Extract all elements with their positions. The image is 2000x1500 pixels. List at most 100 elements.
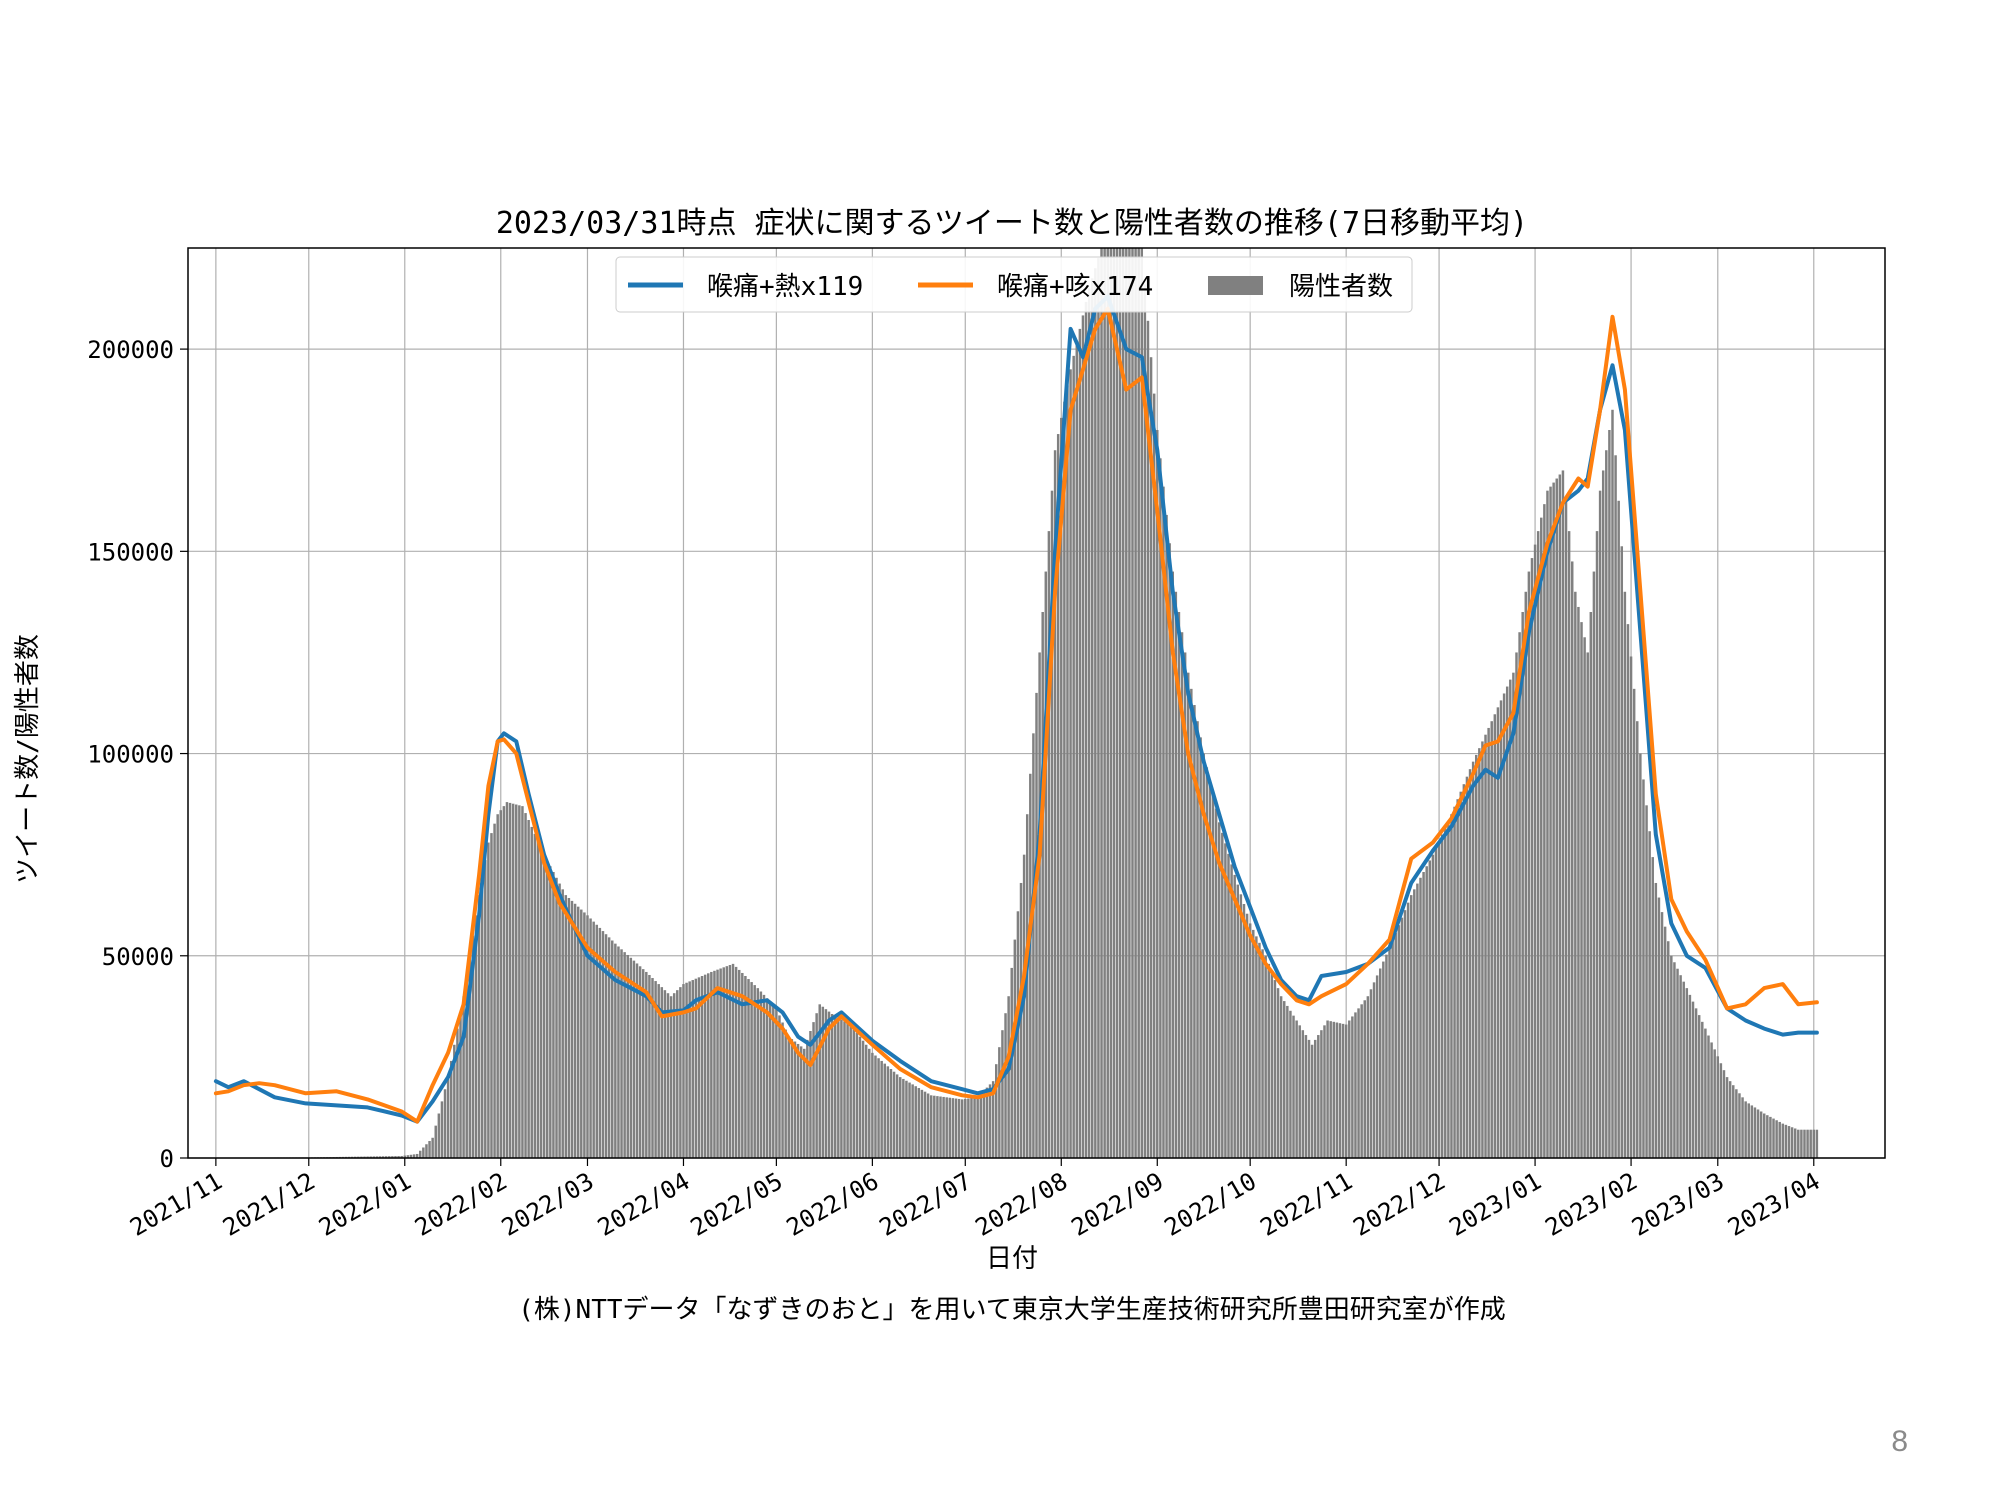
positive-cases-bar [1378, 968, 1382, 1158]
positive-cases-bar [951, 1098, 955, 1158]
positive-cases-bar [1747, 1103, 1750, 1158]
positive-cases-bar [592, 921, 595, 1158]
positive-cases-bar [936, 1096, 939, 1158]
x-tick-label: 2022/12 [1348, 1167, 1450, 1242]
positive-cases-bar [1787, 1126, 1791, 1158]
positive-cases-bar [1301, 1030, 1305, 1158]
positive-cases-bar [1112, 248, 1116, 1158]
positive-cases-bar [793, 1041, 797, 1158]
legend-box [615, 256, 1413, 313]
positive-cases-bar [790, 1039, 794, 1158]
x-tick-label: 2022/05 [686, 1167, 788, 1242]
positive-cases-bar [756, 988, 760, 1158]
positive-cases-bar [1159, 458, 1162, 1158]
x-tick-label: 2021/11 [125, 1167, 227, 1242]
positive-cases-bar [484, 860, 487, 1158]
positive-cases-bar [558, 883, 561, 1158]
positive-cases-bar [626, 954, 629, 1158]
positive-cases-bar [775, 1008, 778, 1158]
x-axis-ticks: 2021/112021/122022/012022/022022/032022/… [125, 1158, 1825, 1242]
positive-cases-bar [1360, 1004, 1363, 1158]
positive-cases-bar [691, 980, 695, 1158]
positive-cases-bar [391, 1156, 394, 1158]
positive-cases-bar [388, 1156, 391, 1158]
legend-label-series-2: 喉痛+咳x174 [997, 272, 1153, 302]
positive-cases-bar [1313, 1039, 1317, 1158]
positive-cases-bar [796, 1043, 800, 1158]
positive-cases-bar [1468, 769, 1472, 1158]
positive-cases-bar [660, 987, 664, 1158]
positive-cases-bar [663, 990, 667, 1158]
positive-cases-bar [545, 860, 549, 1158]
positive-cases-bar [1629, 656, 1633, 1158]
positive-cases-bar [1341, 1023, 1345, 1158]
positive-cases-bar [1357, 1008, 1360, 1158]
positive-cases-bar [827, 1011, 831, 1158]
positive-cases-bar [1735, 1089, 1738, 1158]
positive-cases-bar [1493, 714, 1497, 1158]
positive-cases-bar [1032, 733, 1035, 1158]
positive-cases-bar [1286, 1005, 1289, 1158]
positive-cases-bar [1335, 1022, 1339, 1158]
positive-cases-bar [1474, 754, 1478, 1158]
positive-cases-bar [1044, 571, 1048, 1158]
positive-cases-bar [1310, 1044, 1314, 1158]
grid-lines [188, 248, 1885, 1159]
positive-cases-bar [945, 1097, 948, 1158]
positive-cases-bar [1072, 355, 1075, 1159]
positive-cases-bar [583, 912, 586, 1158]
positive-cases-bar [803, 1048, 806, 1158]
positive-cases-bar [1574, 591, 1577, 1158]
positive-cases-bar [651, 978, 654, 1158]
positive-cases-bar [1292, 1015, 1295, 1158]
positive-cases-bar [1778, 1121, 1781, 1158]
positive-cases-bar [1710, 1042, 1713, 1158]
positive-cases-bar [378, 1156, 382, 1158]
positive-cases-bar [768, 1001, 772, 1158]
positive-cases-bar [812, 1022, 815, 1158]
x-tick-label: 2023/02 [1540, 1167, 1642, 1242]
positive-cases-bar [1375, 975, 1379, 1158]
positive-cases-bar [1177, 612, 1181, 1158]
positive-cases-bar [406, 1155, 410, 1158]
x-tick-label: 2022/02 [410, 1167, 512, 1242]
positive-cases-bar [645, 971, 648, 1158]
y-tick-label: 200000 [87, 336, 174, 364]
positive-cases-bar [772, 1004, 775, 1158]
positive-cases-bar [1567, 531, 1571, 1158]
positive-cases-bar [480, 877, 484, 1158]
positive-cases-bar [874, 1055, 877, 1158]
x-tick-label: 2023/03 [1627, 1167, 1729, 1242]
positive-cases-bar [892, 1071, 896, 1158]
positive-cases-bar [1190, 688, 1193, 1158]
positive-cases-bar [1697, 1015, 1701, 1158]
positive-cases-bar [1267, 963, 1270, 1158]
positive-cases-bar [1447, 820, 1450, 1158]
positive-cases-bar [1372, 982, 1376, 1158]
x-tick-label: 2022/06 [782, 1167, 884, 1242]
positive-cases-bar [1019, 882, 1023, 1158]
positive-cases-bar [1515, 652, 1518, 1158]
positive-cases-bar [1642, 779, 1645, 1158]
positive-cases-bar [666, 993, 670, 1158]
positive-cases-bar [1524, 591, 1528, 1158]
positive-cases-bar [1496, 707, 1500, 1158]
positive-cases-bar [747, 979, 750, 1158]
positive-cases-bar [1762, 1113, 1766, 1158]
positive-cases-bar [1094, 268, 1097, 1158]
positive-cases-bar [1143, 284, 1147, 1158]
positive-cases-bar [1750, 1105, 1754, 1158]
positive-cases-bar [1391, 940, 1394, 1158]
positive-cases-bar [985, 1087, 989, 1158]
positive-cases-bar [1722, 1070, 1726, 1158]
positive-cases-bar [422, 1147, 425, 1158]
positive-cases-bar [1580, 622, 1583, 1158]
positive-cases-bar [1694, 1008, 1698, 1158]
legend-label-series-3: 陽性者数 [1289, 272, 1393, 302]
positive-cases-bar [1657, 897, 1661, 1158]
positive-cases-bar [685, 982, 688, 1158]
positive-cases-bar [1385, 954, 1388, 1158]
positive-cases-bar [1338, 1023, 1342, 1158]
credit-line: (株)NTTデータ「なずきのおと」を用いて東京大学生産技術研究所豊田研究室が作成 [518, 1295, 1506, 1325]
positive-cases-bar [536, 840, 540, 1158]
